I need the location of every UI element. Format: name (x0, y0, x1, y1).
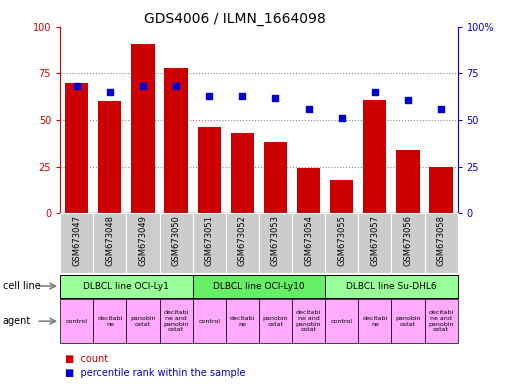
Bar (358, 299, 391, 343)
Text: GSM673052: GSM673052 (238, 215, 247, 266)
Bar (325, 299, 358, 343)
Point (73, 83, 81, 89)
Point (139, 83, 147, 89)
Bar (292, 213, 325, 273)
Bar (259, 213, 292, 273)
Text: decitabi
ne: decitabi ne (362, 316, 388, 326)
Text: control: control (198, 319, 220, 324)
Bar (127, 213, 160, 273)
Bar (93, 299, 127, 343)
Bar (226, 299, 259, 343)
Point (337, 115, 346, 121)
Bar (292, 299, 325, 343)
Bar (198, 127, 221, 213)
Text: GSM673049: GSM673049 (139, 215, 147, 266)
Bar (192, 275, 325, 298)
Text: DLBCL line Su-DHL6: DLBCL line Su-DHL6 (346, 281, 437, 291)
Bar (297, 169, 320, 213)
Text: agent: agent (3, 316, 31, 326)
Bar (363, 99, 386, 213)
Bar (160, 213, 192, 273)
Text: GSM673058: GSM673058 (437, 215, 446, 266)
Bar (60, 275, 192, 298)
Text: decitabi
ne: decitabi ne (230, 316, 255, 326)
Bar (60, 299, 93, 343)
Text: GSM673056: GSM673056 (403, 215, 413, 266)
Text: panobin
ostat: panobin ostat (130, 316, 156, 326)
Text: decitabi
ne: decitabi ne (97, 316, 122, 326)
Bar (226, 213, 259, 273)
Text: GSM673057: GSM673057 (370, 215, 379, 266)
Bar (192, 213, 226, 273)
Bar (391, 213, 425, 273)
Bar (425, 299, 458, 343)
Text: ■  percentile rank within the sample: ■ percentile rank within the sample (65, 368, 246, 378)
Text: DLBCL line OCI-Ly1: DLBCL line OCI-Ly1 (84, 281, 169, 291)
Bar (425, 213, 458, 273)
Text: GSM673047: GSM673047 (72, 215, 81, 266)
Bar (396, 150, 419, 213)
Text: GSM673051: GSM673051 (204, 215, 214, 266)
Title: GDS4006 / ILMN_1664098: GDS4006 / ILMN_1664098 (144, 12, 326, 26)
Bar (391, 299, 425, 343)
Point (304, 106, 313, 112)
Bar (160, 299, 192, 343)
Point (106, 89, 114, 95)
Bar (429, 167, 453, 213)
Bar (98, 101, 121, 213)
Text: DLBCL line OCI-Ly10: DLBCL line OCI-Ly10 (213, 281, 305, 291)
Text: decitabi
ne and
panobin
ostat: decitabi ne and panobin ostat (428, 310, 454, 332)
Bar (60, 213, 93, 273)
Text: GSM673048: GSM673048 (105, 215, 115, 266)
Bar (231, 133, 254, 213)
Text: GSM673050: GSM673050 (172, 215, 180, 266)
Bar (192, 299, 226, 343)
Bar (259, 299, 292, 343)
Bar (127, 299, 160, 343)
Text: control: control (66, 319, 88, 324)
Text: GSM673055: GSM673055 (337, 215, 346, 266)
Text: cell line: cell line (3, 281, 40, 291)
Text: ■  count: ■ count (65, 354, 108, 364)
Point (371, 89, 379, 95)
Text: panobin
ostat: panobin ostat (395, 316, 420, 326)
Bar (325, 275, 458, 298)
Bar (325, 213, 358, 273)
Bar (358, 213, 391, 273)
Text: decitabi
ne and
panobin
ostat: decitabi ne and panobin ostat (296, 310, 321, 332)
Text: decitabi
ne and
panobin
ostat: decitabi ne and panobin ostat (163, 310, 189, 332)
Text: control: control (331, 319, 353, 324)
Bar (131, 44, 155, 213)
Text: GSM673053: GSM673053 (271, 215, 280, 266)
Point (271, 94, 280, 101)
Point (172, 83, 180, 89)
Point (437, 106, 445, 112)
Bar (93, 213, 127, 273)
Text: GSM673054: GSM673054 (304, 215, 313, 266)
Point (404, 96, 412, 103)
Text: panobin
ostat: panobin ostat (263, 316, 288, 326)
Bar (65, 83, 88, 213)
Point (238, 93, 246, 99)
Bar (264, 142, 287, 213)
Point (205, 93, 213, 99)
Bar (164, 68, 188, 213)
Bar (330, 180, 354, 213)
